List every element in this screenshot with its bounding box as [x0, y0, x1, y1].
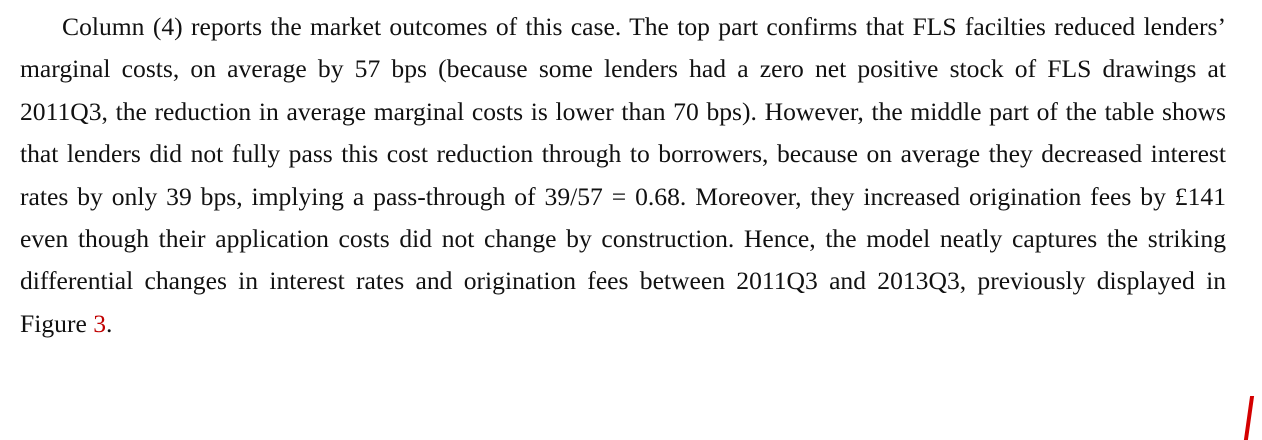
document-body: Column (4) reports the market outcomes o…	[20, 6, 1226, 345]
paragraph-text: Column (4) reports the market outcomes o…	[20, 12, 1226, 338]
paragraph: Column (4) reports the market outcomes o…	[20, 6, 1226, 345]
cropped-mark	[1243, 396, 1255, 440]
figure-link[interactable]: 3	[93, 308, 107, 338]
paragraph-end: .	[106, 308, 113, 338]
